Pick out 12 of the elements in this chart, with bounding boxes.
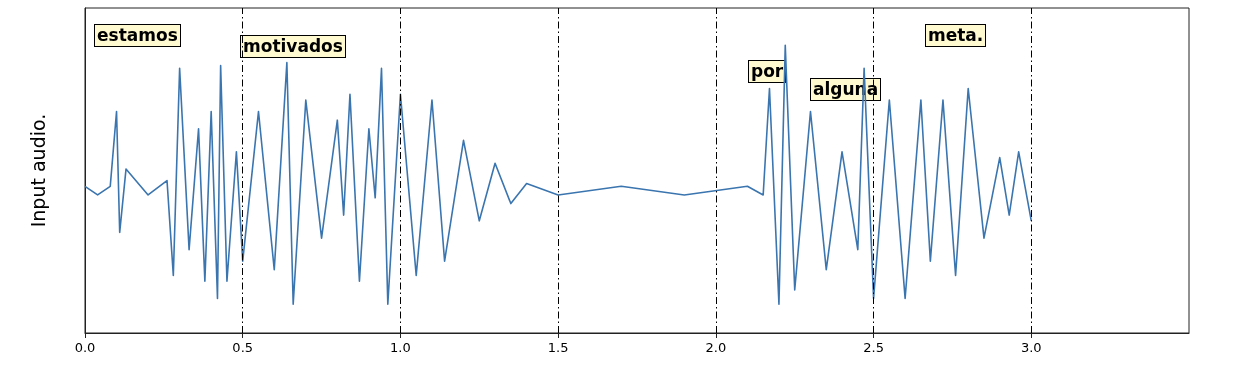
annotation: motivados bbox=[240, 35, 346, 58]
x-tick-label: 1.0 bbox=[390, 340, 411, 355]
text: estamos bbox=[94, 24, 181, 47]
x-tick-label: 3.0 bbox=[1020, 340, 1042, 355]
x-tick-label: 2.0 bbox=[705, 340, 727, 355]
x-tick-label: 0.0 bbox=[74, 340, 96, 355]
x-tick-label: 1.5 bbox=[547, 340, 569, 355]
x-tick-label: 2.5 bbox=[863, 340, 884, 355]
y-axis-title: Input audio. bbox=[26, 113, 49, 228]
annotation: por bbox=[748, 60, 787, 83]
x-tick-label: 0.5 bbox=[232, 340, 254, 355]
text: meta. bbox=[925, 24, 987, 47]
